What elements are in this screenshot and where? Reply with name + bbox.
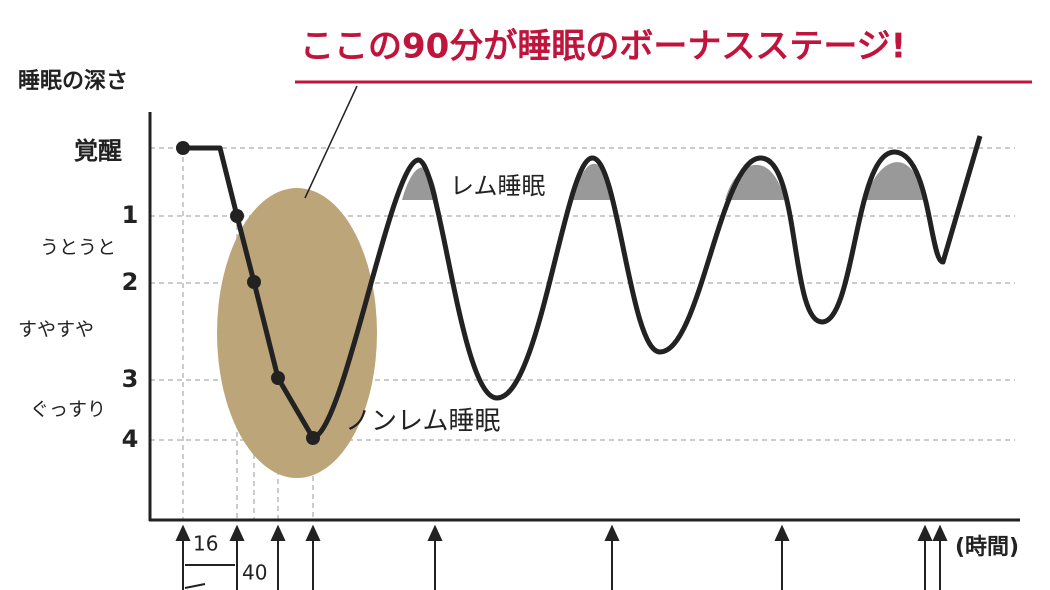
point [176,141,190,155]
interval-label: 40 [242,561,267,585]
time-arrows [175,524,948,590]
level-label: 覚醒 [74,137,122,165]
level-label: 1 [122,201,139,229]
level-label: 4 [122,425,139,453]
point [230,209,244,223]
sleep-curve [183,135,983,441]
level-label: 2 [122,268,139,296]
point [271,371,285,385]
rem-area [866,162,924,200]
level-label: 3 [122,365,139,393]
y-axis-label: 睡眠の深さ [18,69,128,94]
depth-description: すやすや [18,319,94,341]
interval-line [184,583,206,589]
interval-label: 16 [193,532,218,556]
rem-label: レム睡眠 [450,172,546,200]
arrow [604,524,620,590]
highlight-ellipse [217,188,377,478]
point [247,275,261,289]
arrow [305,524,321,590]
arrow [427,524,443,590]
nonrem-label: ノンレム睡眠 [345,407,500,437]
arrow [270,524,286,590]
depth-description: ぐっすり [30,399,106,421]
points [176,141,320,445]
title: ここの90分が睡眠のボーナスステージ! [300,27,906,67]
leader-line [304,85,358,199]
arrow [175,524,191,590]
arrow [917,524,933,590]
arrow [229,524,245,590]
arrow [774,524,790,590]
arrow [932,524,948,590]
point [306,431,320,445]
depth-description: うとうと [40,237,116,259]
x-axis-label: (時間) [955,535,1019,560]
